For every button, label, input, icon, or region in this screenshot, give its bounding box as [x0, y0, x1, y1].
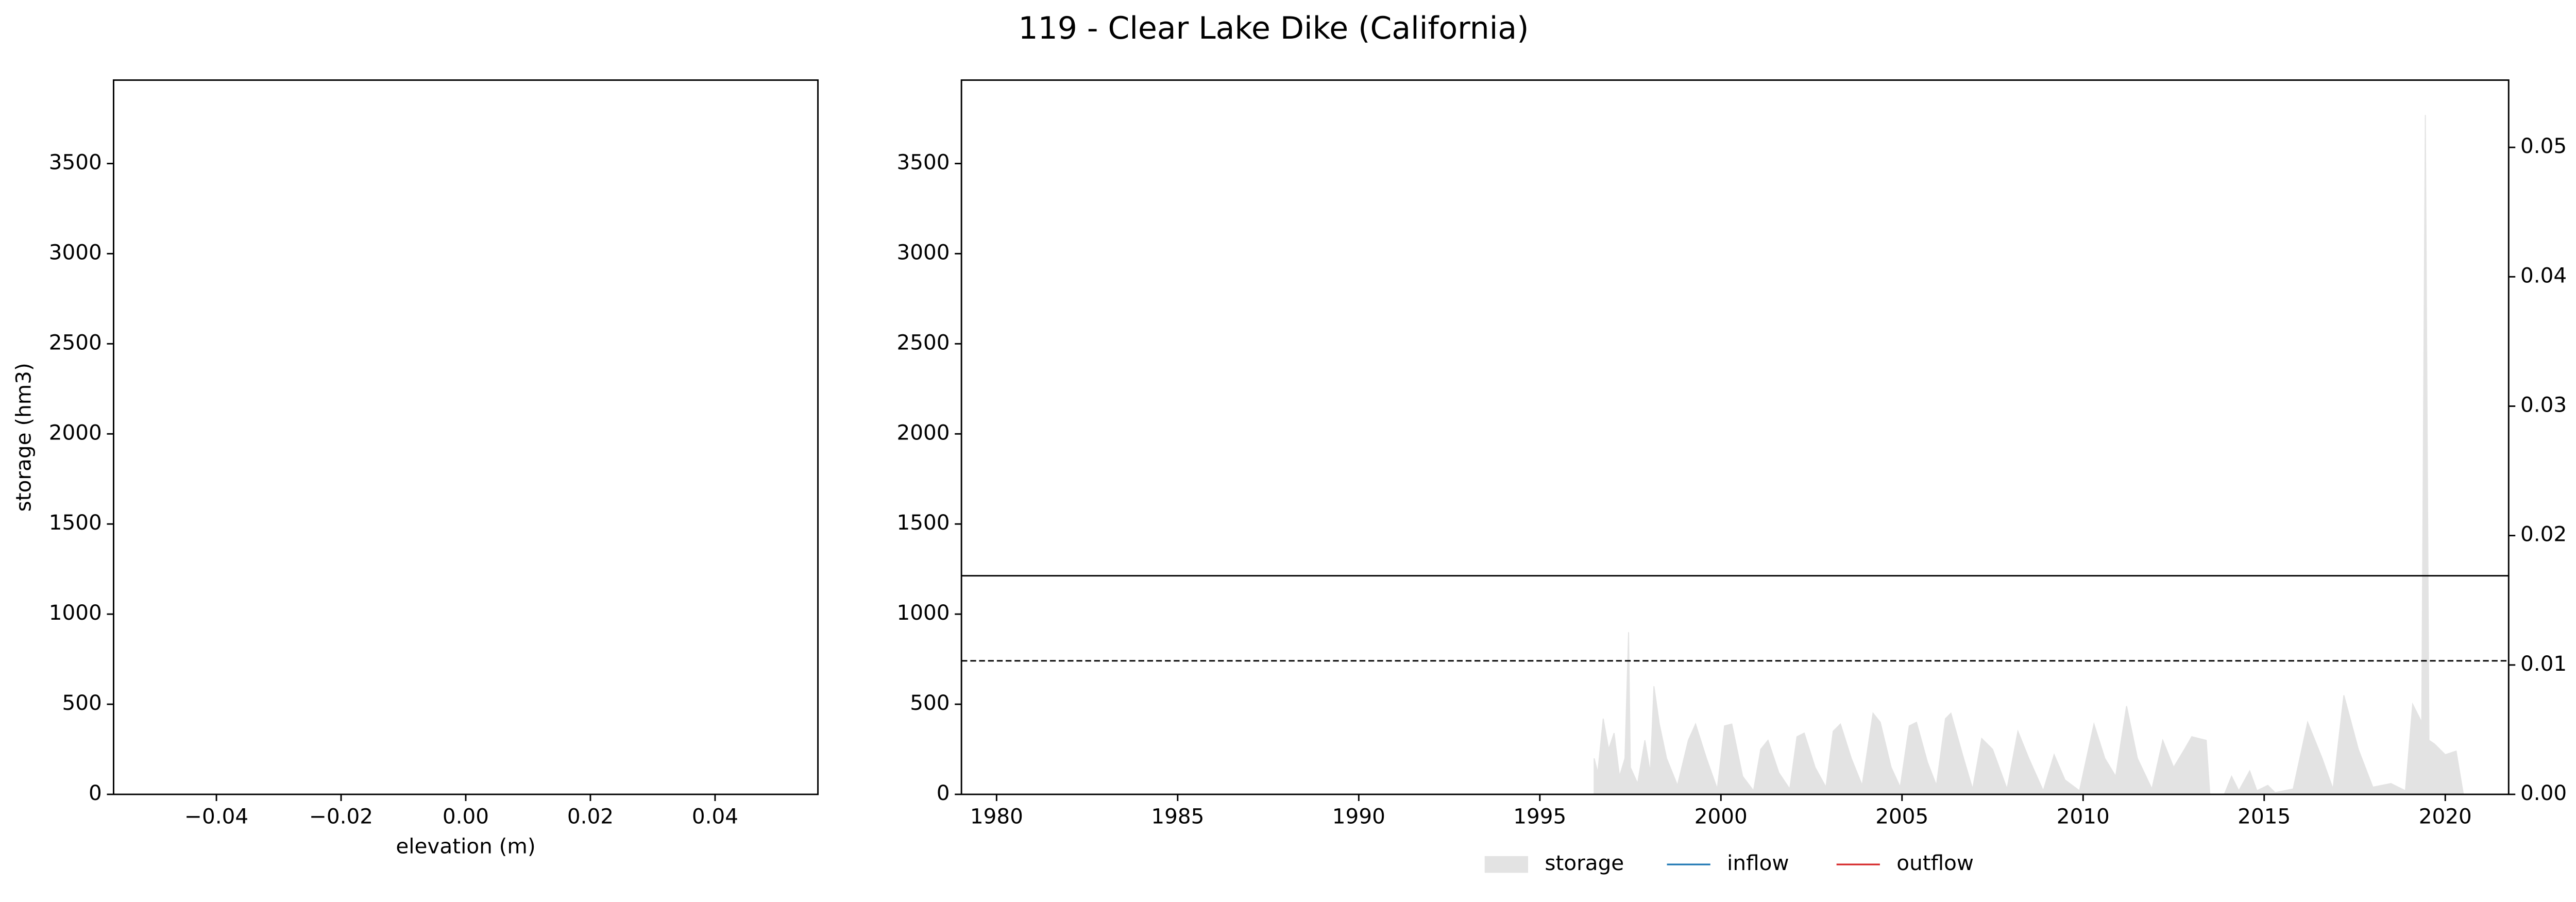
- x-tick-label: −0.02: [309, 804, 373, 828]
- y-tick-label: 1500: [896, 510, 950, 535]
- x-tick-label: −0.04: [184, 804, 248, 828]
- y-tick-label: 0: [89, 780, 102, 805]
- plot-frame: [960, 79, 2510, 795]
- y-axis-label: storage (hm3): [11, 363, 36, 512]
- y-tick-label: 3000: [896, 240, 950, 264]
- y-tick-label: 500: [910, 690, 950, 715]
- x-tick-label: 1985: [1151, 804, 1204, 828]
- x-tick-label: 1990: [1332, 804, 1385, 828]
- y-tick-label: 1000: [49, 600, 102, 625]
- y-tick-label: 0: [937, 780, 950, 805]
- y-tick-label: 3500: [49, 149, 102, 174]
- y-tick-label: 2000: [896, 420, 950, 445]
- x-tick-label: 0.04: [692, 804, 738, 828]
- y2-tick-label: 0.00: [2520, 780, 2567, 805]
- legend-label: storage: [1545, 850, 1624, 875]
- y-tick-label: 3500: [896, 149, 950, 174]
- x-tick-label: 1995: [1513, 804, 1566, 828]
- y2-tick-label: 0.02: [2520, 522, 2567, 547]
- y2-tick-label: 0.01: [2520, 651, 2567, 676]
- x-tick-label: 2015: [2238, 804, 2291, 828]
- x-tick-label: 0.02: [567, 804, 614, 828]
- y-tick-label: 1500: [49, 510, 102, 535]
- figure-title: 119 - Clear Lake Dike (California): [1018, 10, 1529, 46]
- storage-area: [1594, 115, 2464, 795]
- x-tick-label: 2000: [1694, 804, 1748, 828]
- y-tick-label: 3000: [49, 240, 102, 264]
- legend-label: outflow: [1896, 850, 1974, 875]
- y-tick-label: 2000: [49, 420, 102, 445]
- x-axis-label: elevation (m): [396, 834, 535, 859]
- x-tick-label: 1980: [970, 804, 1023, 828]
- x-tick-label: 2010: [2057, 804, 2110, 828]
- x-tick-label: 0.00: [443, 804, 489, 828]
- y2-tick-label: 0.03: [2520, 392, 2567, 417]
- x-tick-label: 2005: [1875, 804, 1928, 828]
- legend-patch: [1484, 856, 1529, 873]
- x-tick-label: 2020: [2419, 804, 2472, 828]
- y2-tick-label: 0.05: [2520, 133, 2567, 158]
- y-tick-label: 1000: [896, 600, 950, 625]
- y-tick-label: 2500: [49, 330, 102, 354]
- y-tick-label: 500: [62, 690, 101, 715]
- legend-label: inflow: [1727, 850, 1789, 875]
- y-tick-label: 2500: [896, 330, 950, 354]
- y2-tick-label: 0.04: [2520, 263, 2567, 287]
